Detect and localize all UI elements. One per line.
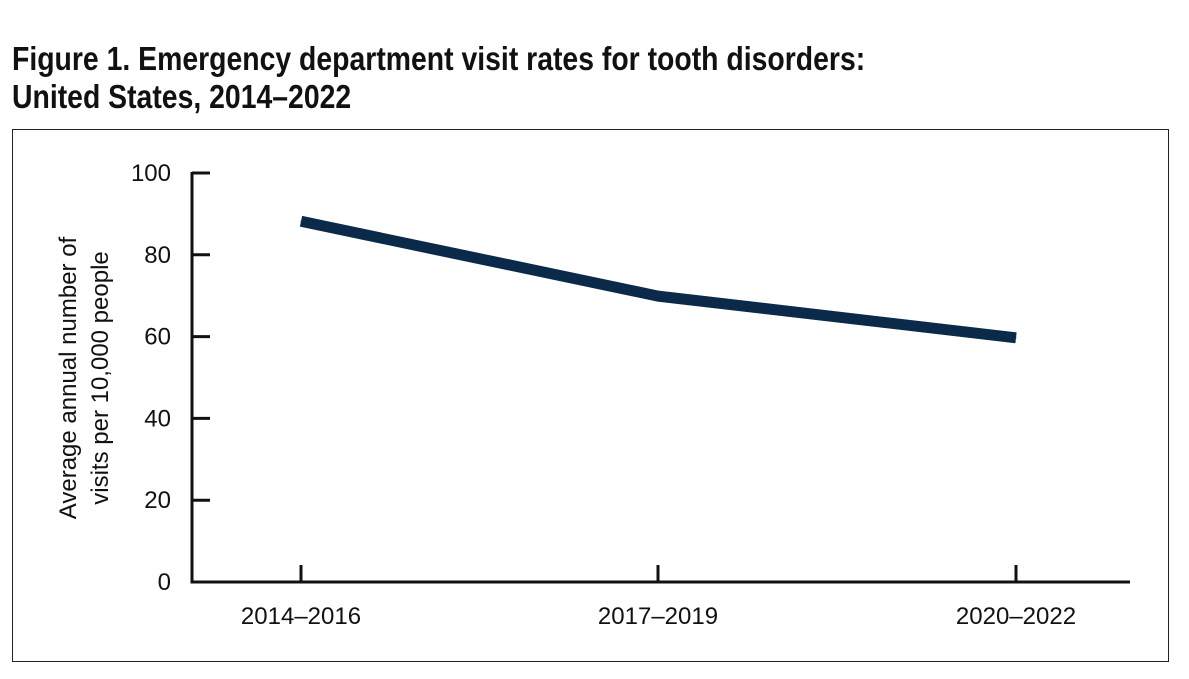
y-tick-label: 60	[144, 324, 171, 351]
y-axis-label: Average annual number of visits per 10,0…	[55, 236, 114, 519]
axes	[190, 172, 1130, 584]
y-tick-label: 0	[158, 569, 171, 596]
x-tick-label: 2017–2019	[598, 603, 718, 630]
y-axis-label-line-2: visits per 10,000 people	[87, 251, 114, 505]
x-tick-label: 2014–2016	[241, 603, 361, 630]
ticks: 0 20 40 60 80 100 2014–2016 2017–2019 2020–2022	[131, 160, 1076, 630]
figure-title: Figure 1. Emergency department visit rat…	[12, 40, 865, 116]
data-point	[300, 220, 302, 222]
figure-title-line-2: United States, 2014–2022	[12, 78, 352, 115]
data-point	[1015, 337, 1017, 339]
series-layer	[299, 215, 1017, 344]
y-tick-label: 100	[131, 160, 171, 187]
chart-frame	[12, 129, 1169, 662]
y-tick-label: 20	[144, 487, 171, 514]
x-tick-label: 2020–2022	[956, 603, 1076, 630]
y-tick-label: 40	[144, 405, 171, 432]
y-axis-label-line-1: Average annual number of	[55, 236, 82, 519]
y-tick-label: 80	[144, 242, 171, 269]
data-point	[657, 295, 659, 297]
series-line	[299, 215, 1017, 344]
figure-title-line-1: Figure 1. Emergency department visit rat…	[12, 40, 866, 77]
